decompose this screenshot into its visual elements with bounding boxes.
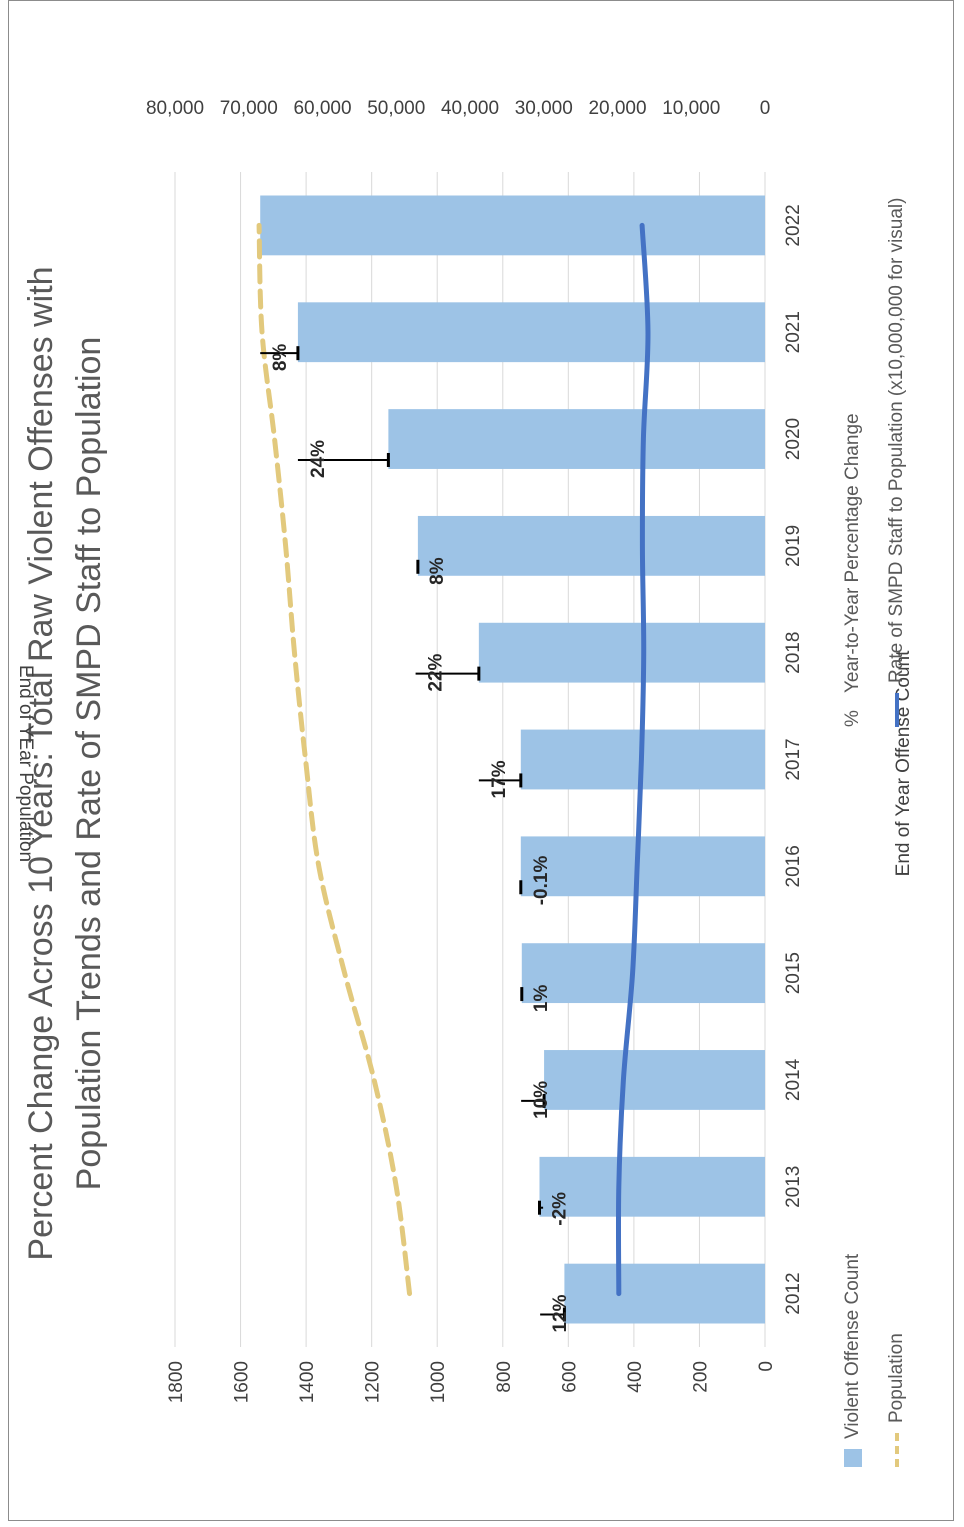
bar	[478, 622, 765, 683]
bar	[564, 1263, 766, 1324]
population-line	[256, 222, 413, 1297]
legend-staff-rate-label: Rate of SMPD Staff to Population (x10,00…	[886, 197, 907, 683]
legend-violent-offense: Violent Offense Count	[842, 1254, 864, 1467]
left-tick-label: 400	[625, 1361, 646, 1393]
left-tick-label: 1200	[363, 1361, 384, 1403]
bar	[520, 836, 765, 897]
bar	[539, 1156, 765, 1217]
category-label: 2021	[783, 311, 804, 353]
bar	[417, 515, 765, 576]
legend-population: Population	[886, 1333, 908, 1467]
bar	[544, 1050, 765, 1110]
category-label: 2015	[783, 952, 804, 994]
category-label: 2013	[783, 1166, 804, 1208]
bar	[521, 943, 765, 1004]
category-label: 2019	[783, 525, 804, 567]
category-label: 2018	[783, 632, 804, 674]
pct-change-label: 22%	[426, 653, 447, 691]
legend-staff-rate: Rate of SMPD Staff to Population (x10,00…	[886, 198, 908, 727]
legend-violent-offense-label: Violent Offense Count	[842, 1253, 863, 1439]
bar	[297, 302, 765, 363]
left-tick-label: 1800	[166, 1361, 187, 1403]
pct-change-label: 10%	[531, 1081, 552, 1119]
right-tick-label: 80,000	[146, 98, 204, 119]
left-tick-label: 800	[494, 1361, 515, 1393]
pct-change-label: 1%	[531, 985, 552, 1013]
category-label: 2012	[783, 1272, 804, 1314]
right-tick-label: 10,000	[662, 98, 720, 119]
left-tick-label: 600	[559, 1361, 580, 1393]
right-tick-label: 70,000	[220, 98, 278, 119]
category-label: 2014	[783, 1058, 804, 1101]
pct-change-label: -2%	[549, 1192, 570, 1226]
legend-pct-marker: %	[842, 710, 863, 727]
pct-change-label: 17%	[489, 760, 510, 798]
pct-change-label: 8%	[270, 344, 291, 372]
left-tick-label: 0	[756, 1361, 777, 1372]
right-tick-label: 20,000	[588, 98, 646, 119]
pct-change-label: 8%	[427, 557, 448, 585]
right-tick-label: 60,000	[293, 98, 351, 119]
pct-change-label: 24%	[308, 440, 329, 478]
right-tick-label: 30,000	[515, 98, 573, 119]
category-label: 2017	[783, 738, 804, 780]
left-tick-label: 200	[690, 1361, 711, 1393]
pct-change-label: -0.1%	[531, 856, 552, 906]
pct-change-label: 12%	[550, 1294, 571, 1332]
legend-pct-change-label: Year-to-Year Percentage Change	[842, 413, 864, 693]
category-label: 2022	[783, 204, 804, 246]
legend-pct-change: % Year-to-Year Percentage Change	[842, 413, 864, 727]
right-tick-label: 0	[760, 98, 771, 119]
left-tick-label: 1600	[232, 1361, 253, 1403]
left-tick-label: 1000	[428, 1361, 449, 1403]
legend-dashed-line-swatch	[894, 1433, 899, 1467]
right-tick-label: 40,000	[441, 98, 499, 119]
staff-rate-line	[615, 222, 651, 1297]
legend-population-label: Population	[886, 1333, 907, 1423]
bar	[388, 409, 765, 469]
category-label: 2020	[783, 418, 804, 460]
bar	[260, 195, 765, 256]
legend-solid-line-swatch	[894, 693, 899, 727]
category-label: 2016	[783, 845, 804, 887]
left-tick-label: 1400	[297, 1361, 318, 1403]
right-tick-label: 50,000	[367, 98, 425, 119]
legend-bar-swatch	[843, 1449, 862, 1467]
